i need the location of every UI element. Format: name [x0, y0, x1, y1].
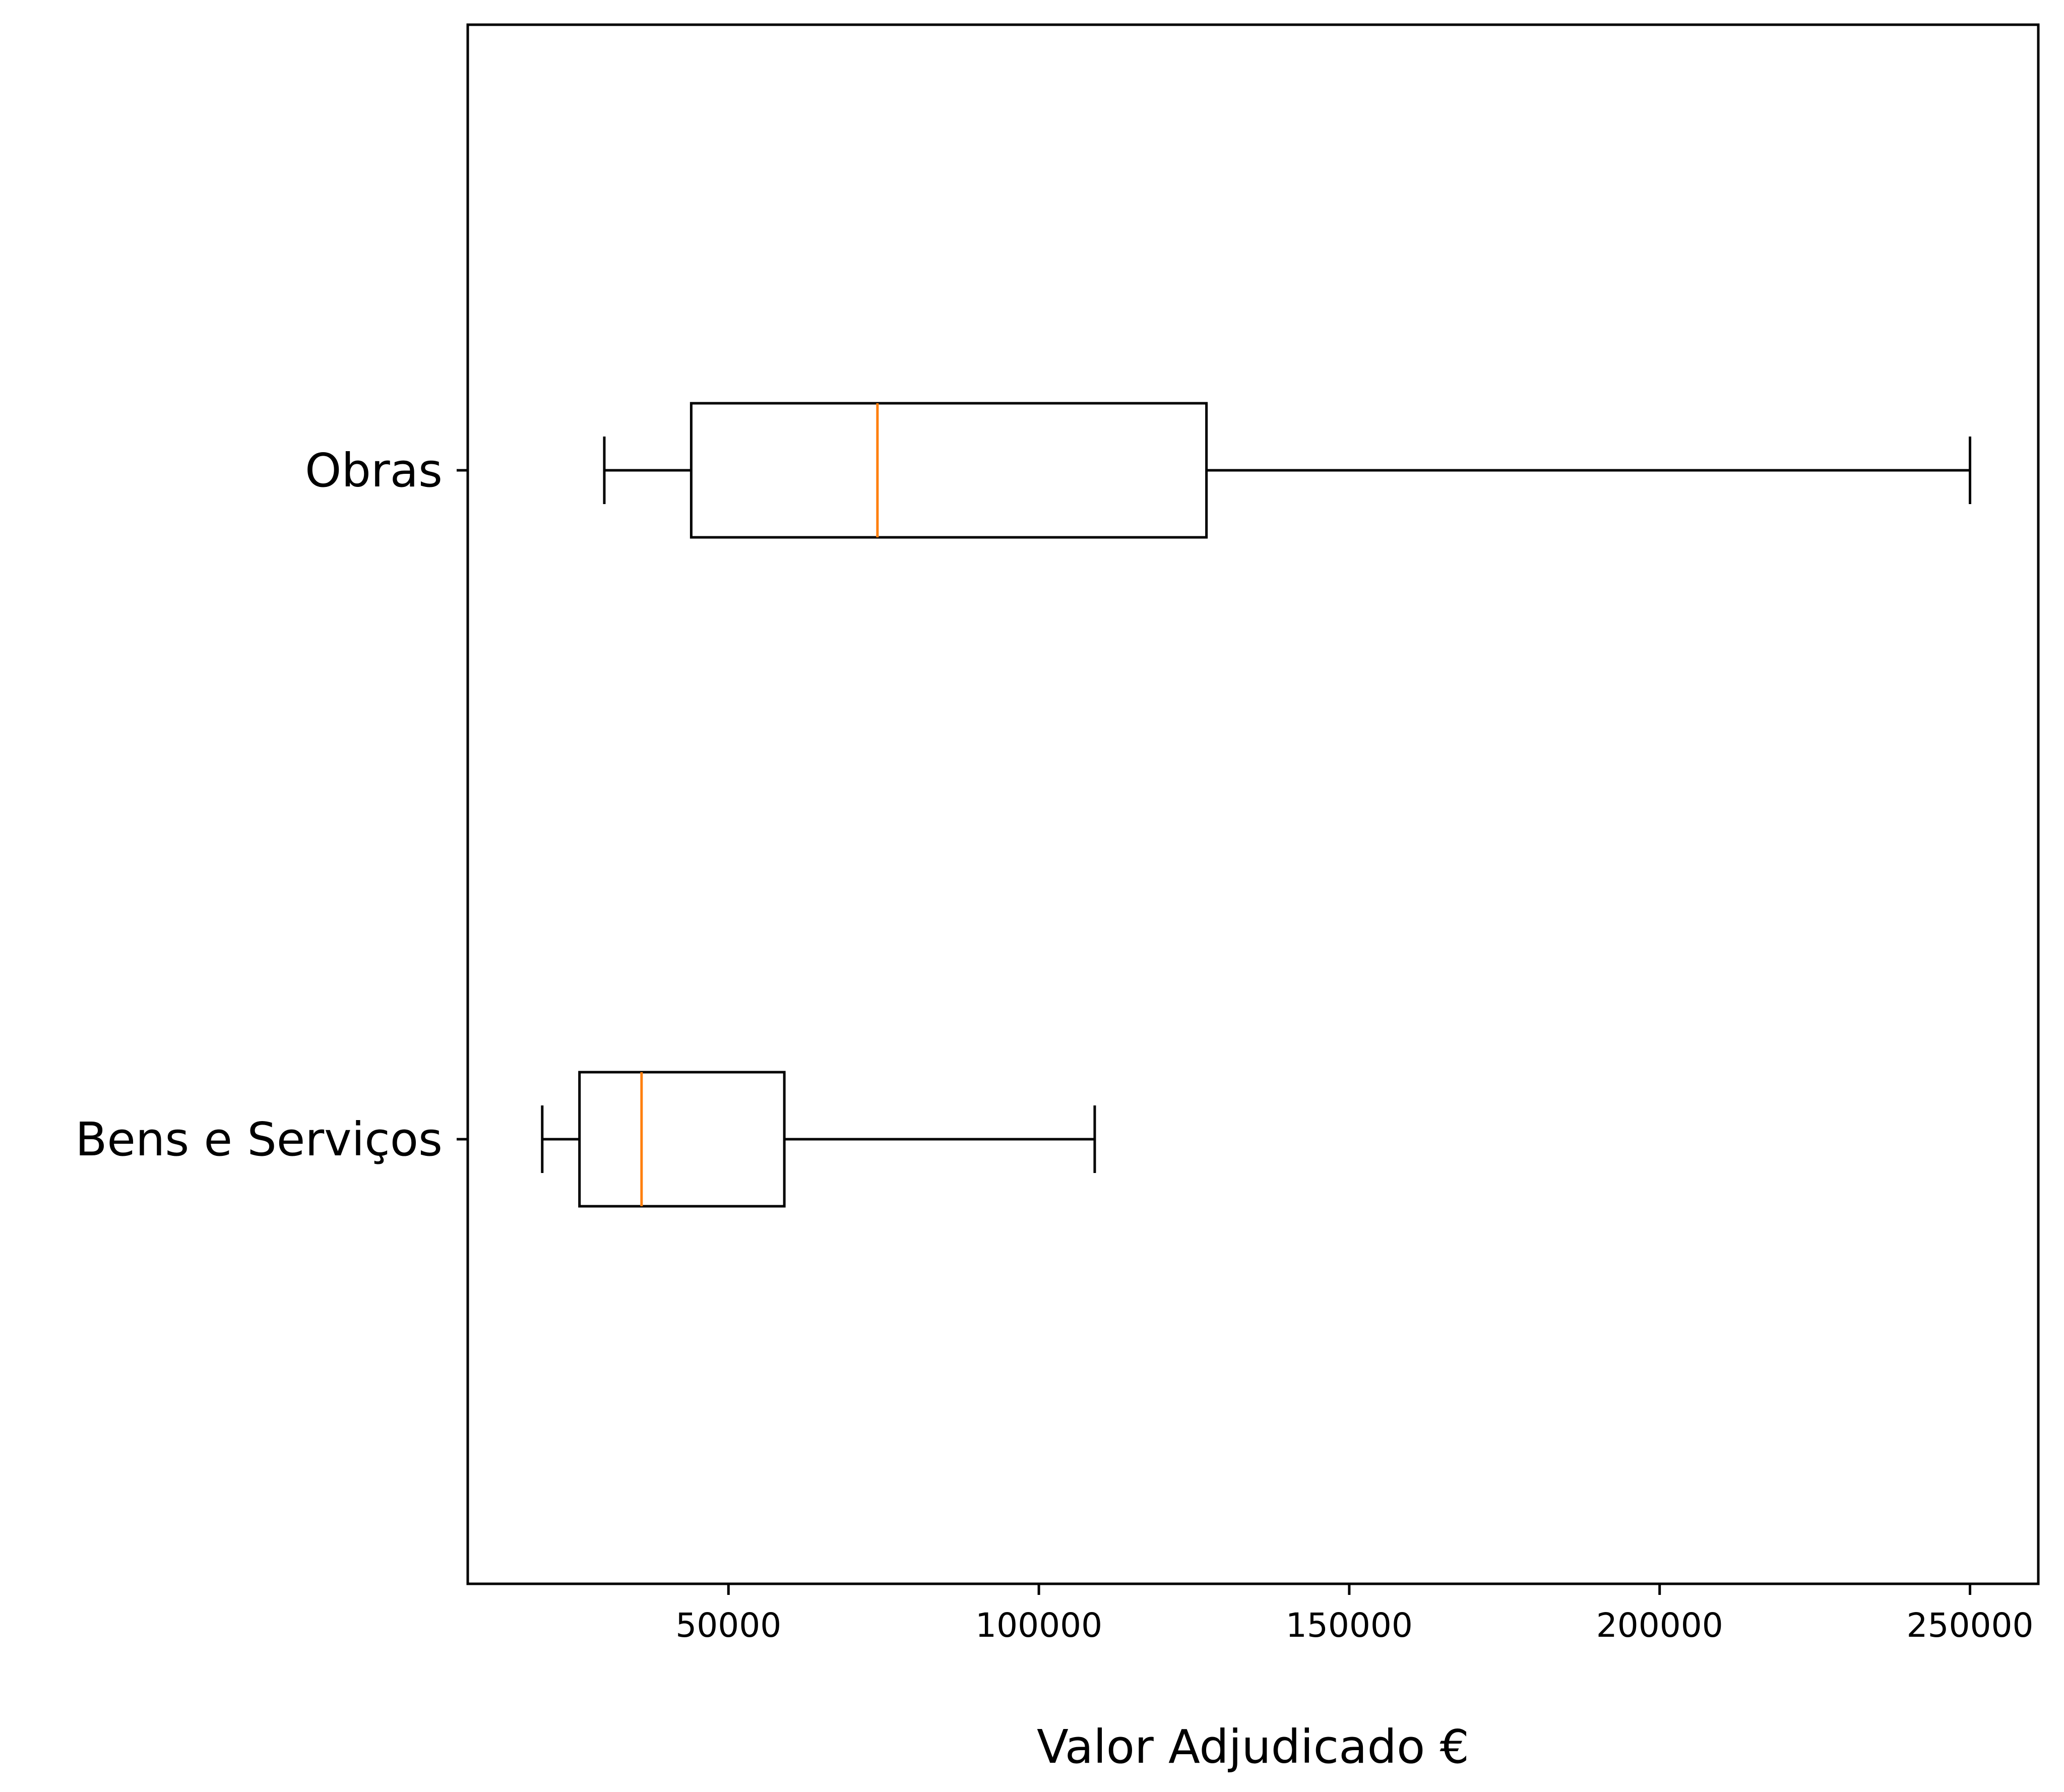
y-category-label: Obras — [305, 444, 443, 498]
plot-layer — [541, 402, 1972, 1208]
y-category-label: Bens e Serviços — [75, 1113, 443, 1166]
box-group-obras — [603, 402, 1972, 539]
x-tick-label: 150000 — [1286, 1606, 1413, 1645]
axes-frame — [466, 23, 2040, 1585]
x-tick-label: 200000 — [1596, 1606, 1723, 1645]
x-axis-ticks: 50000 100000 150000 200000 250000 — [675, 1584, 2033, 1645]
box-group-bens-e-servi-os — [541, 1071, 1096, 1208]
box-obras — [690, 402, 1208, 539]
box-bens-e-servi-os — [578, 1071, 786, 1208]
x-tick-label: 50000 — [675, 1606, 781, 1645]
x-axis-title: Valor Adjudicado € — [1037, 1720, 1469, 1774]
x-tick-label: 250000 — [1907, 1606, 2034, 1645]
y-axis-ticks: Obras Bens e Serviços — [75, 444, 468, 1166]
x-tick-label: 100000 — [975, 1606, 1102, 1645]
